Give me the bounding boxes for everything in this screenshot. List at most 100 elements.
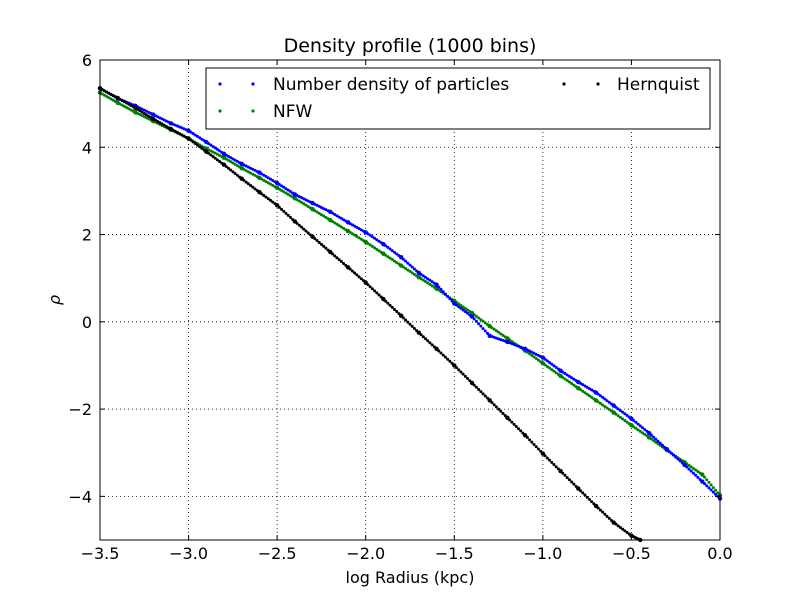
series-hernquist-point — [540, 451, 546, 456]
series-hernquist-marker — [366, 283, 370, 287]
series-number-density-marker — [632, 418, 636, 422]
series-hernquist-marker — [233, 171, 237, 175]
series-hernquist-marker — [244, 180, 248, 184]
series-nfw-marker — [461, 305, 465, 309]
series-hernquist-marker — [182, 134, 186, 138]
series-hernquist-marker — [532, 442, 536, 446]
series-nfw-marker — [406, 268, 410, 272]
series-nfw-marker — [404, 266, 408, 270]
series-nfw-marker — [561, 375, 565, 379]
series-number-density-marker — [554, 365, 558, 369]
series-nfw-marker — [304, 203, 308, 207]
series-hernquist-marker — [567, 478, 571, 482]
series-hernquist-marker — [585, 495, 589, 499]
series-hernquist-marker — [368, 285, 372, 289]
series-number-density-marker — [672, 453, 675, 457]
series-number-density-marker — [696, 475, 700, 479]
series-hernquist-marker — [180, 133, 184, 137]
series-nfw-marker — [269, 182, 272, 186]
x-tick-label: −1.5 — [435, 544, 474, 563]
series-number-density-marker — [200, 137, 204, 141]
series-hernquist-marker — [552, 463, 556, 467]
series-number-density-marker — [231, 157, 235, 161]
series-hernquist-marker — [284, 211, 288, 215]
series-hernquist-marker — [280, 207, 284, 211]
series-hernquist-marker — [313, 237, 317, 241]
series-nfw-marker — [490, 326, 494, 330]
series-hernquist-marker — [621, 527, 625, 531]
series-nfw-marker — [395, 261, 399, 265]
series-nfw-marker — [689, 465, 693, 469]
series-hernquist-marker — [499, 409, 503, 413]
series-hernquist-point — [487, 398, 492, 403]
series-number-density-marker — [288, 190, 292, 194]
series-hernquist-marker — [446, 357, 450, 361]
y-tick-label: 4 — [82, 138, 92, 157]
series-hernquist-marker — [395, 310, 399, 314]
series-nfw-marker — [474, 314, 478, 318]
series-hernquist-marker — [359, 277, 363, 281]
series-number-density-marker — [370, 235, 374, 239]
series-hernquist-marker — [317, 240, 321, 244]
series-number-density-marker — [572, 377, 576, 381]
series-number-density-marker — [674, 455, 678, 459]
series-nfw-marker — [231, 161, 235, 165]
series-hernquist-marker — [193, 141, 197, 145]
series-hernquist-point — [505, 415, 510, 421]
series-number-density-marker — [260, 172, 264, 176]
series-nfw-marker — [534, 357, 538, 361]
series-number-density-marker — [348, 222, 352, 226]
legend-marker-number-density — [218, 82, 222, 86]
x-tick-label: −3.0 — [169, 544, 208, 563]
series-number-density-marker — [605, 399, 609, 403]
series-hernquist-marker — [412, 326, 416, 330]
series-number-density-marker — [342, 218, 346, 222]
series-number-density-marker — [656, 439, 660, 443]
series-hernquist-marker — [145, 113, 148, 117]
series-number-density-marker — [616, 407, 620, 411]
series-hernquist-marker — [545, 456, 549, 460]
series-hernquist-marker — [514, 425, 518, 429]
series-nfw-marker — [530, 353, 534, 357]
series-nfw-marker — [638, 429, 642, 433]
series-nfw-marker — [282, 190, 286, 194]
axis-ticks: −3.5 −3.0 −2.5 −2.0 −1.5 −1.0 −0.5 0.0 −4 −2 0 2 4 6 — [68, 51, 732, 563]
series-number-density-marker — [550, 362, 554, 366]
series-nfw-marker — [694, 468, 698, 472]
chart-title: Density profile (1000 bins) — [284, 35, 537, 57]
series-nfw-point — [700, 472, 705, 477]
series-nfw-marker — [306, 205, 310, 209]
series-hernquist-marker — [536, 447, 540, 451]
series-nfw-marker — [370, 244, 374, 248]
series-nfw-marker — [607, 408, 611, 412]
series-nfw-marker — [641, 431, 644, 435]
series-nfw-marker — [209, 149, 213, 153]
y-tick-label: −4 — [68, 487, 92, 506]
series-number-density-marker — [439, 287, 443, 291]
series-number-density-marker — [583, 384, 587, 388]
series-number-density-marker — [430, 280, 434, 284]
series-nfw-marker — [603, 404, 607, 408]
series-number-density-marker — [213, 146, 217, 150]
series-hernquist-marker — [171, 128, 175, 132]
series-nfw-marker — [711, 486, 715, 490]
series-number-density-marker — [596, 392, 600, 396]
series-nfw-marker — [457, 302, 461, 306]
series-hernquist-marker — [246, 182, 250, 186]
series-number-density-marker — [472, 317, 476, 321]
series-number-density-marker — [156, 115, 160, 119]
series-hernquist-marker — [226, 166, 230, 170]
series-nfw-marker — [390, 258, 394, 262]
series-nfw-marker — [598, 401, 602, 405]
series-hernquist-marker — [492, 403, 496, 407]
series-hernquist-point — [398, 313, 404, 318]
y-tick-label: 2 — [82, 226, 92, 245]
series-nfw-marker — [499, 332, 503, 336]
series-hernquist-marker — [370, 287, 374, 291]
series-number-density-marker — [459, 306, 463, 310]
series-nfw-marker — [494, 329, 498, 333]
series-number-density-marker — [678, 459, 682, 463]
series-nfw-marker — [280, 188, 284, 192]
series-number-density-marker — [685, 465, 689, 469]
